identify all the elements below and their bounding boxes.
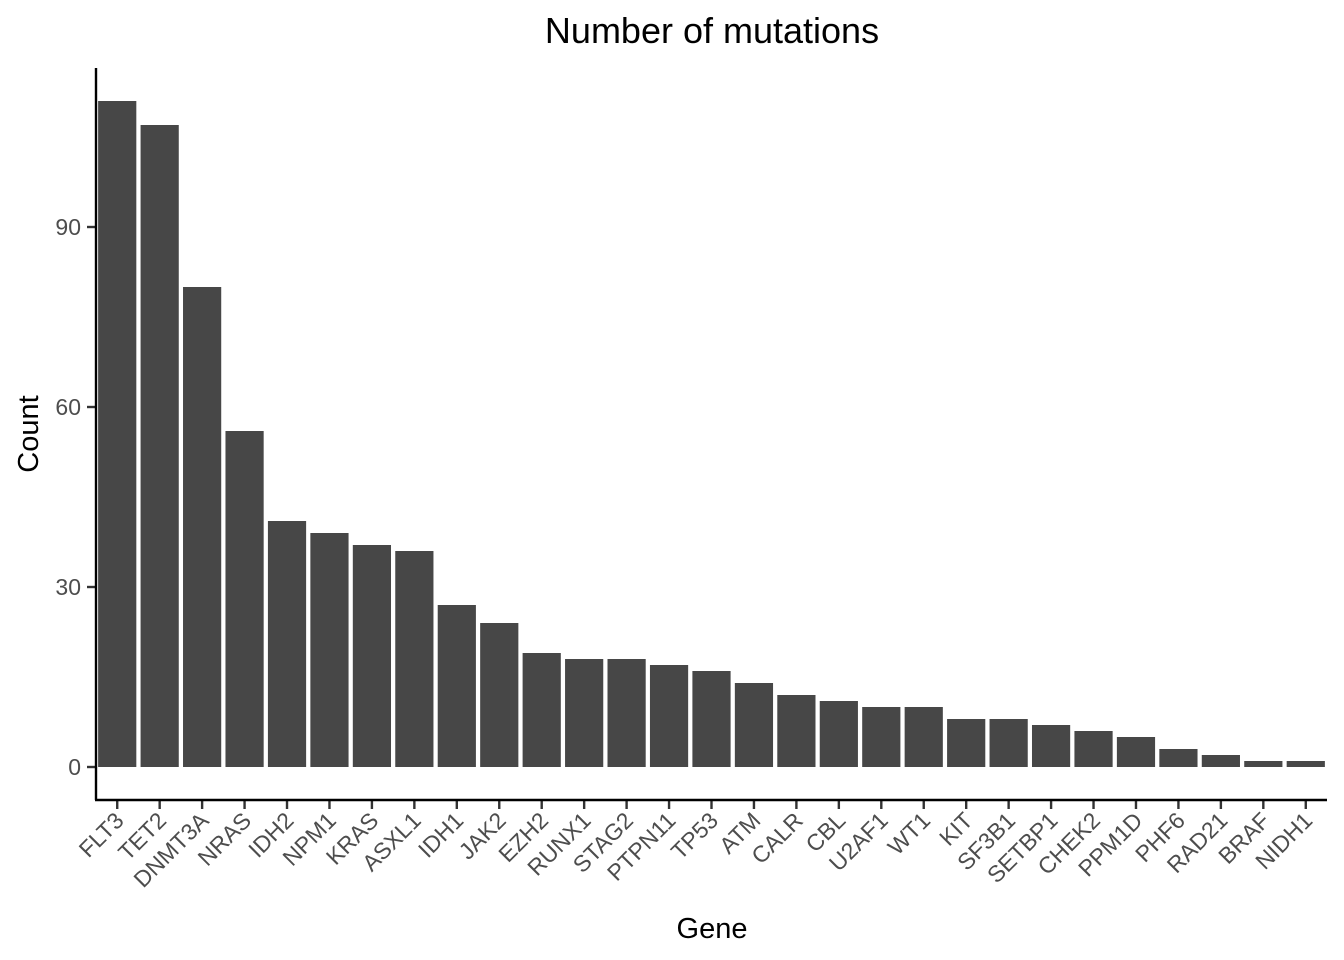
bars-group bbox=[98, 101, 1325, 767]
bar-tet2 bbox=[140, 125, 179, 767]
bar-atm bbox=[734, 683, 774, 767]
bar-phf6 bbox=[1159, 749, 1198, 767]
bar-u2af1 bbox=[862, 707, 901, 767]
bar-tp53 bbox=[692, 671, 731, 767]
y-axis-ticks: 0 30 60 90 bbox=[55, 214, 96, 780]
bar-chek2 bbox=[1074, 731, 1113, 767]
y-axis-title: Count bbox=[13, 395, 45, 472]
bar-kras bbox=[352, 545, 392, 767]
y-tick-label: 90 bbox=[55, 214, 81, 240]
bar-nras bbox=[225, 431, 264, 767]
bar-runx1 bbox=[565, 659, 604, 767]
bar-wt1 bbox=[904, 707, 943, 767]
bar-braf bbox=[1244, 761, 1283, 767]
bar-sf3b1 bbox=[989, 719, 1028, 767]
x-tick-label: WT1 bbox=[883, 807, 936, 860]
bar-nidh1 bbox=[1286, 761, 1325, 767]
x-axis-ticks: FLT3TET2DNMT3ANRASIDH2NPM1KRASASXL1IDH1J… bbox=[74, 800, 1317, 892]
bar-setbp1 bbox=[1031, 725, 1071, 767]
y-tick-label: 60 bbox=[55, 394, 81, 420]
y-tick-label: 30 bbox=[55, 574, 81, 600]
bar-idh2 bbox=[267, 521, 307, 767]
bar-stag2 bbox=[607, 659, 646, 767]
y-tick-label: 0 bbox=[68, 754, 81, 780]
bar-kit bbox=[947, 719, 986, 767]
bar-ptpn11 bbox=[649, 665, 689, 767]
bar-flt3 bbox=[98, 101, 137, 767]
bar-ezh2 bbox=[522, 653, 561, 767]
x-axis-title: Gene bbox=[677, 913, 748, 945]
bar-cbl bbox=[819, 701, 858, 767]
bar-idh1 bbox=[437, 605, 476, 767]
x-tick-label: TP53 bbox=[666, 807, 723, 864]
x-tick-label: IDH1 bbox=[413, 807, 468, 862]
bar-asxl1 bbox=[395, 551, 434, 767]
bar-rad21 bbox=[1201, 755, 1240, 767]
chart-title: Number of mutations bbox=[545, 10, 879, 51]
bar-calr bbox=[777, 695, 816, 767]
bar-ppm1d bbox=[1116, 737, 1156, 767]
bar-npm1 bbox=[310, 533, 349, 767]
bar-jak2 bbox=[480, 623, 519, 767]
bar-dnmt3a bbox=[183, 287, 222, 767]
